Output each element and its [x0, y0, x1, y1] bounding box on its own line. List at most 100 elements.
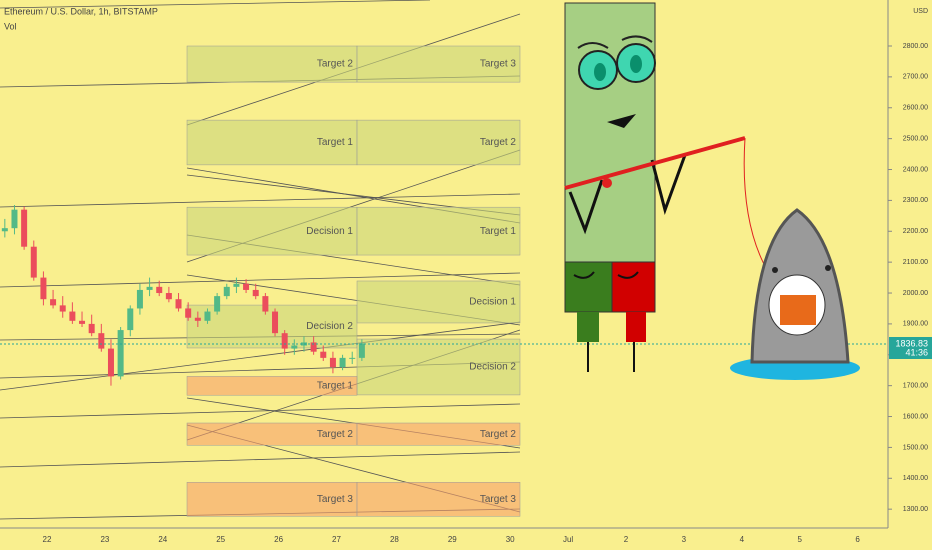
- y-tick-label: 1300.00: [903, 506, 928, 513]
- candle-body: [88, 323, 95, 334]
- y-tick-label: 1700.00: [903, 382, 928, 389]
- y-tick-label: 2400.00: [903, 166, 928, 173]
- zone-label: Target 2: [317, 59, 354, 70]
- y-tick-label: 2100.00: [903, 259, 928, 266]
- zone: [356, 45, 521, 83]
- candle-body: [243, 283, 250, 290]
- zone-label: Decision 1: [469, 297, 516, 308]
- price-axis: [888, 0, 932, 550]
- candle-body: [214, 296, 221, 312]
- volume-label: Vol: [4, 21, 17, 31]
- zone: [186, 482, 358, 517]
- candle-body: [252, 289, 259, 297]
- candle-body: [127, 308, 134, 331]
- candle-body: [358, 343, 365, 358]
- x-tick-label: 29: [448, 535, 457, 544]
- candle-body: [349, 357, 356, 359]
- x-tick-label: 6: [855, 535, 860, 544]
- shark: [730, 208, 860, 380]
- zone: [356, 206, 521, 256]
- x-tick-label: Jul: [563, 535, 573, 544]
- x-tick-label: 2: [624, 535, 629, 544]
- candle-body: [98, 333, 105, 349]
- zone: [356, 280, 521, 324]
- candle-body: [79, 320, 86, 324]
- symbol: Ethereum / U.S. Dollar, 1h, BITSTAMP: [4, 6, 158, 16]
- zone-label: Target 2: [480, 429, 517, 440]
- candles: [1, 205, 365, 386]
- y-tick-label: 2000.00: [903, 290, 928, 297]
- x-tick-label: 27: [332, 535, 341, 544]
- candle-body: [310, 342, 317, 352]
- y-tick-label: 2200.00: [903, 228, 928, 235]
- x-tick-label: 22: [43, 535, 52, 544]
- candle-body: [223, 286, 230, 297]
- candle-body: [262, 296, 269, 312]
- candle-body: [320, 351, 327, 358]
- currency: USD: [913, 8, 928, 15]
- zone-label: Decision 2: [306, 321, 353, 332]
- zone-label: Target 2: [317, 429, 354, 440]
- x-tick-label: 5: [797, 535, 802, 544]
- y-tick-label: 1900.00: [903, 321, 928, 328]
- candle-body: [175, 299, 182, 309]
- zone: [186, 206, 358, 256]
- zone-label: Target 3: [480, 59, 517, 70]
- last-price: 1836.83: [895, 338, 928, 348]
- zone-label: Target 1: [480, 226, 517, 237]
- zone-label: Target 3: [317, 494, 354, 505]
- candle-body: [30, 246, 37, 278]
- x-tick-label: 3: [682, 535, 687, 544]
- candle-body: [194, 317, 201, 321]
- y-tick-label: 1400.00: [903, 475, 928, 482]
- zone-label: Target 1: [317, 137, 354, 148]
- x-tick-label: 25: [216, 535, 225, 544]
- candle-body: [291, 345, 298, 349]
- y-tick-label: 2800.00: [903, 43, 928, 50]
- dollar-character: [564, 2, 791, 372]
- zones: Target 2 Target 3 Target 1 Target 2 Decision…: [186, 45, 521, 517]
- candle-body: [21, 209, 28, 247]
- candle-body: [329, 357, 336, 368]
- candle-body: [233, 283, 240, 287]
- candle-body: [107, 348, 114, 377]
- y-tick-label: 1600.00: [903, 413, 928, 420]
- y-tick-label: 2700.00: [903, 74, 928, 81]
- zone: [356, 422, 521, 446]
- zone: [356, 119, 521, 166]
- x-tick-label: 23: [100, 535, 109, 544]
- zone: [186, 119, 358, 166]
- zone: [356, 482, 521, 517]
- zone: [186, 376, 358, 396]
- y-tick-label: 2600.00: [903, 105, 928, 112]
- candle-body: [146, 286, 153, 290]
- price-badge: [889, 337, 932, 359]
- candle-body: [40, 277, 47, 300]
- countdown: 41:36: [905, 347, 928, 357]
- x-tick-label: 28: [390, 535, 399, 544]
- zone-label: Decision 1: [306, 226, 353, 237]
- y-tick-label: 2300.00: [903, 197, 928, 204]
- zone-label: Target 2: [480, 137, 517, 148]
- candle-body: [1, 228, 8, 232]
- y-tick-label: 1500.00: [903, 444, 928, 451]
- x-tick-label: 30: [506, 535, 515, 544]
- x-tick-label: 4: [740, 535, 745, 544]
- candle-body: [165, 293, 172, 300]
- candle-body: [185, 308, 192, 318]
- candle-body: [50, 299, 57, 306]
- x-tick-label: 24: [158, 535, 167, 544]
- candle-body: [59, 305, 66, 312]
- x-tick-label: 26: [274, 535, 283, 544]
- zone: [356, 338, 521, 396]
- candle-body: [117, 330, 124, 377]
- zone: [186, 304, 358, 349]
- zone-label: Target 1: [317, 380, 354, 391]
- candle-body: [300, 342, 307, 346]
- candle-body: [339, 357, 346, 368]
- zone-label: Decision 2: [469, 362, 516, 373]
- candle-body: [69, 311, 76, 321]
- y-tick-label: 2500.00: [903, 135, 928, 142]
- zone: [186, 45, 358, 83]
